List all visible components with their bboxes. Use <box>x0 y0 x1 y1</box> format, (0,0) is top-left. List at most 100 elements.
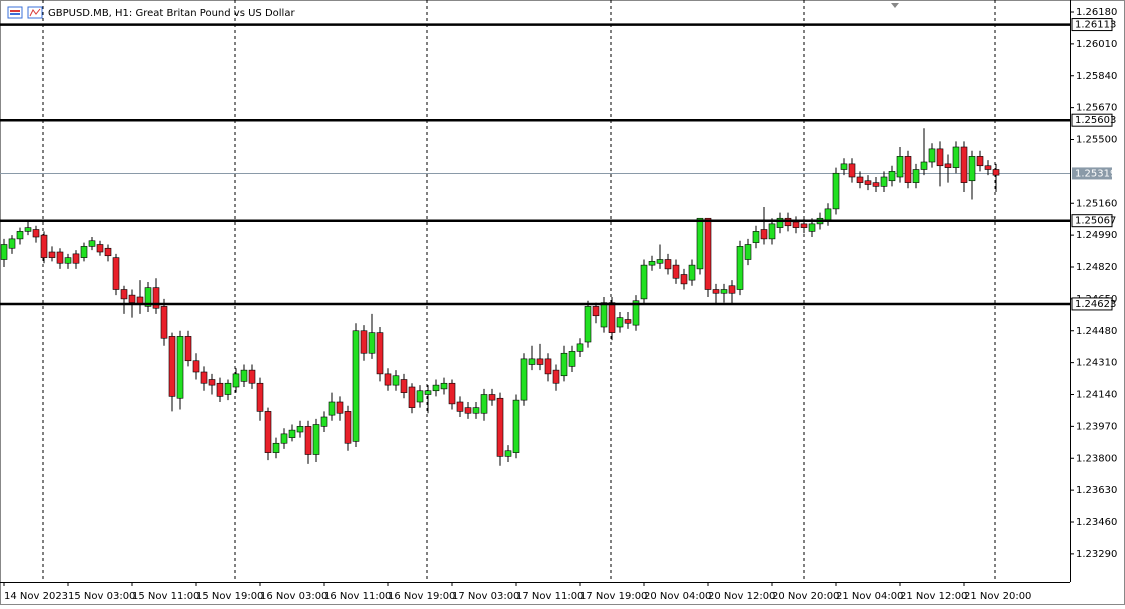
level-label: 1.25067 <box>1075 216 1116 227</box>
separators <box>42 0 996 582</box>
candle-body <box>16 231 24 240</box>
candle-body <box>672 264 680 279</box>
icon <box>10 13 20 15</box>
candle-body <box>24 227 32 232</box>
candle-body <box>368 332 376 354</box>
candle-body <box>552 369 560 384</box>
candle-body <box>304 426 312 455</box>
x-tick-label: 17 Nov 19:00 <box>580 591 647 602</box>
candle-body <box>296 426 304 433</box>
candle-body <box>976 156 984 167</box>
candle-body <box>208 379 216 386</box>
symbol-icons <box>7 6 43 19</box>
candle-body <box>624 319 632 324</box>
y-tick-label: 1.24140 <box>1076 390 1117 401</box>
candle-body <box>600 302 608 328</box>
x-tick-label: 15 Nov 11:00 <box>132 591 199 602</box>
candle-body <box>856 176 864 183</box>
candle-body <box>760 229 768 240</box>
candle-body <box>688 264 696 281</box>
y-tick-label: 1.26010 <box>1076 39 1117 50</box>
candle-body <box>32 229 40 238</box>
candle-body <box>120 289 128 300</box>
candle-body <box>400 379 408 393</box>
level-label-box <box>1071 214 1113 228</box>
candle-body <box>696 217 704 270</box>
candle-body <box>112 257 120 290</box>
candle-body <box>904 156 912 183</box>
candle-body <box>88 240 96 247</box>
candle-body <box>424 390 432 395</box>
candle-body <box>944 163 952 168</box>
candle-body <box>176 336 184 399</box>
candle-body <box>392 375 400 386</box>
candle-body <box>288 429 296 438</box>
icon <box>10 10 20 12</box>
y-tick-label: 1.23970 <box>1076 421 1117 432</box>
candle-body <box>528 358 536 365</box>
candle-body <box>240 369 248 382</box>
candle-body <box>432 384 440 392</box>
candle-body <box>224 382 232 395</box>
candle-body <box>256 382 264 412</box>
level-label-box <box>1071 113 1113 127</box>
level-label: 1.26113 <box>1075 20 1116 31</box>
candle-body <box>416 390 424 403</box>
y-tick-label: 1.23800 <box>1076 453 1117 464</box>
candle-body <box>720 289 728 294</box>
candle-body <box>744 244 752 260</box>
level-label-box <box>1071 297 1113 311</box>
candles <box>0 128 1000 466</box>
candle-body <box>616 317 624 328</box>
candle-body <box>680 274 688 285</box>
candle-body <box>328 401 336 416</box>
candle-body <box>824 208 832 221</box>
candle-body <box>160 306 168 339</box>
candle-body <box>520 358 528 401</box>
candle-body <box>200 371 208 384</box>
x-tick-label: 21 Nov 20:00 <box>964 591 1031 602</box>
level-label: 1.25603 <box>1075 115 1116 126</box>
candle-body <box>64 257 72 264</box>
icon <box>7 6 23 19</box>
candle-body <box>872 182 880 187</box>
x-tick-label: 20 Nov 04:00 <box>644 591 711 602</box>
candle-body <box>480 394 488 414</box>
candle-body <box>952 146 960 168</box>
candle-body <box>232 373 240 388</box>
candle-body <box>344 411 352 444</box>
candle-body <box>960 146 968 183</box>
candle-body <box>40 234 48 258</box>
y-tick-label: 1.23630 <box>1076 485 1117 496</box>
candle-body <box>248 369 256 384</box>
x-tick-label: 16 Nov 03:00 <box>260 591 327 602</box>
candle-body <box>312 424 320 455</box>
candle-body <box>216 382 224 397</box>
candle-body <box>784 217 792 227</box>
candle-body <box>776 217 784 228</box>
candle-body <box>320 416 328 427</box>
candle-body <box>648 261 656 266</box>
candle-body <box>496 397 504 457</box>
candle-body <box>152 287 160 309</box>
level-label: 1.24623 <box>1075 299 1116 310</box>
chart-title: GBPUSD.MB, H1: Great Britan Pound vs US … <box>48 8 295 19</box>
candle-body <box>608 302 616 333</box>
candle-body <box>464 407 472 414</box>
level-label-box <box>1071 18 1113 32</box>
candle-body <box>80 246 88 258</box>
candle-body <box>56 251 64 264</box>
candle-body <box>728 285 736 294</box>
candle-body <box>568 351 576 367</box>
candle-body <box>360 330 368 354</box>
candle-body <box>968 156 976 182</box>
candle-body <box>264 411 272 453</box>
x-tick-label: 21 Nov 04:00 <box>836 591 903 602</box>
candle-body <box>408 386 416 408</box>
candle-body <box>144 287 152 307</box>
candle-body <box>752 231 760 243</box>
candle-body <box>576 343 584 352</box>
y-tick-label: 1.25160 <box>1076 198 1117 209</box>
